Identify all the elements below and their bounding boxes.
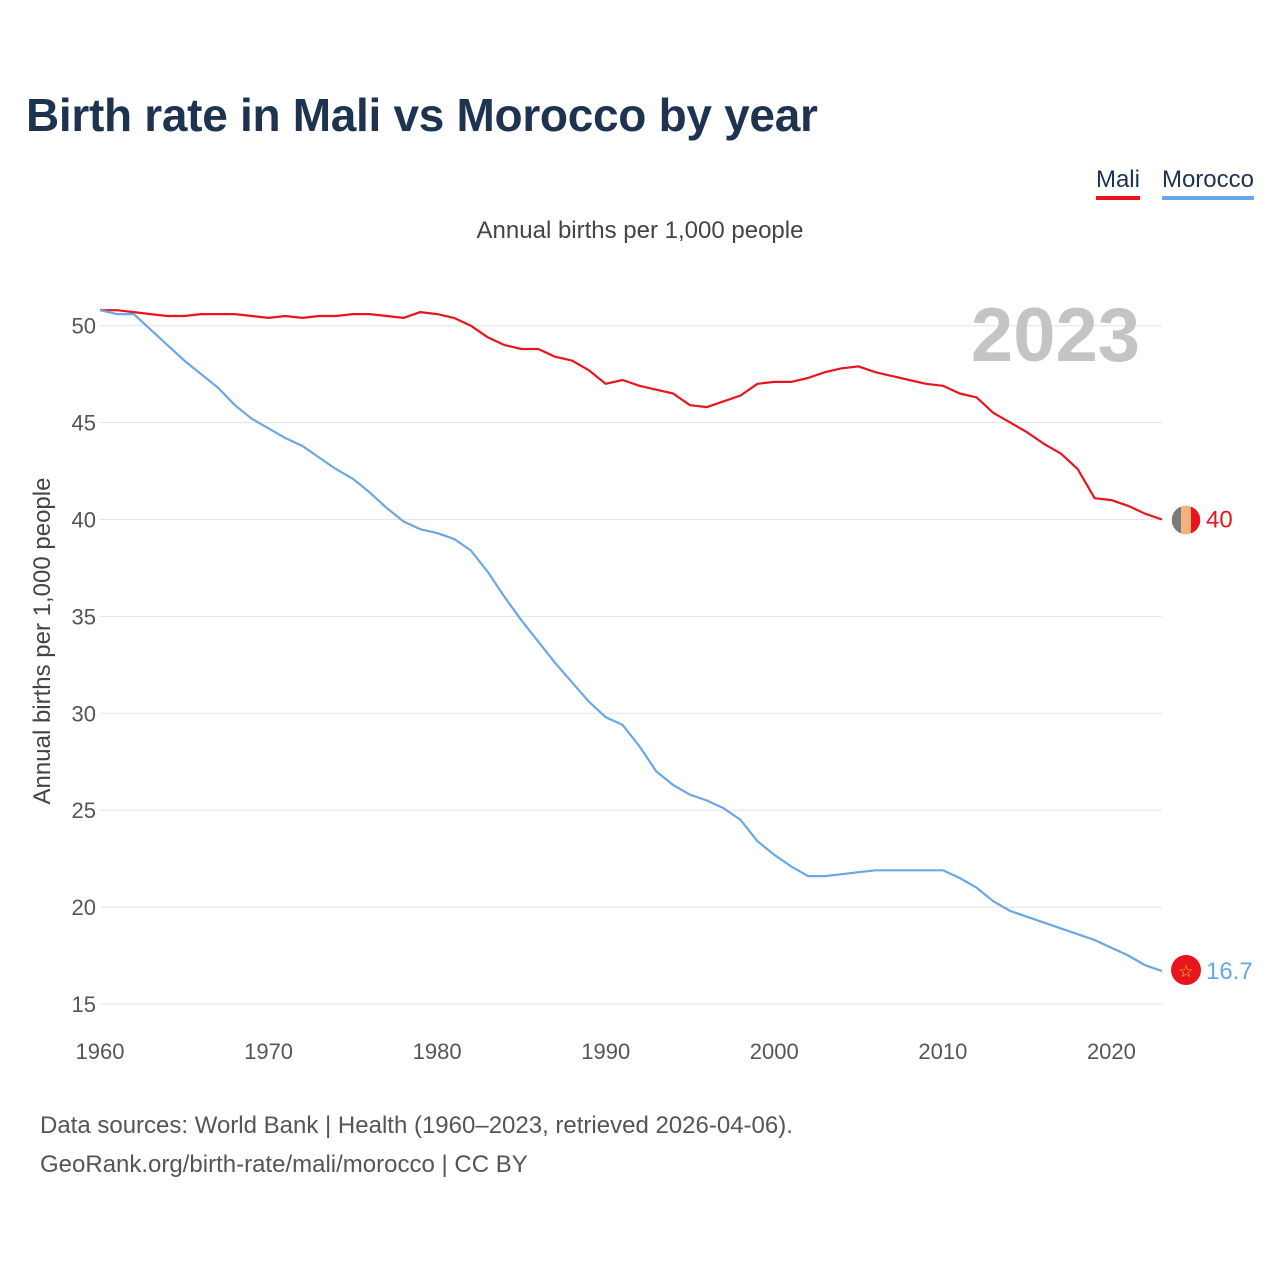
legend-item-mali[interactable]: Mali bbox=[1095, 166, 1140, 200]
chart-subtitle: Annual births per 1,000 people bbox=[476, 217, 804, 244]
y-tick-label: 40 bbox=[72, 508, 96, 533]
series-lines bbox=[99, 309, 1163, 973]
y-tick-label: 20 bbox=[72, 895, 96, 920]
y-tick-label: 30 bbox=[72, 701, 96, 726]
y-tick-label: 45 bbox=[72, 411, 96, 436]
y-tick-label: 15 bbox=[72, 992, 96, 1017]
x-tick-label: 1980 bbox=[413, 1039, 462, 1064]
end-value-label-mali: 40 bbox=[1206, 507, 1233, 534]
legend-item-morocco[interactable]: Morocco bbox=[1161, 166, 1254, 200]
x-axis-ticks: 1960 1970 1980 1990 2000 2010 2020 bbox=[76, 1039, 1136, 1064]
x-tick-label: 2010 bbox=[918, 1039, 967, 1064]
y-tick-label: 25 bbox=[72, 798, 96, 823]
svg-text:☆: ☆ bbox=[1178, 962, 1193, 982]
x-tick-label: 1990 bbox=[581, 1039, 630, 1064]
grid-lines bbox=[100, 325, 1162, 1005]
x-tick-label: 1970 bbox=[244, 1039, 293, 1064]
chart-legend: Mali Morocco bbox=[1095, 166, 1254, 200]
end-labels: 40 16.7 bbox=[1206, 507, 1253, 986]
end-value-label-morocco: 16.7 bbox=[1206, 958, 1253, 985]
page-title: Birth rate in Mali vs Morocco by year bbox=[26, 89, 818, 141]
x-tick-label: 2000 bbox=[750, 1039, 799, 1064]
year-label: 2023 bbox=[971, 293, 1140, 378]
series-line-mali bbox=[100, 309, 1163, 521]
end-markers: ☆ bbox=[1170, 504, 1202, 985]
x-tick-label: 1960 bbox=[76, 1039, 125, 1064]
series-line-morocco bbox=[99, 309, 1163, 973]
x-tick-label: 2020 bbox=[1087, 1039, 1136, 1064]
y-axis-ticks: 15 20 25 30 35 40 45 50 bbox=[72, 314, 96, 1017]
y-tick-label: 50 bbox=[72, 314, 96, 339]
mali-flag-icon bbox=[1170, 504, 1202, 536]
y-tick-label: 35 bbox=[72, 604, 96, 629]
morocco-flag-icon: ☆ bbox=[1171, 955, 1201, 985]
chart-footer: Data sources: World Bank | Health (1960–… bbox=[40, 1106, 793, 1184]
line-chart: 15 20 25 30 35 40 45 50 1960 1970 1980 1990 2000 201… bbox=[29, 293, 1253, 1064]
data-sources: Data sources: World Bank | Health (1960–… bbox=[40, 1112, 793, 1139]
y-axis-label: Annual births per 1,000 people bbox=[29, 478, 56, 805]
credit-link[interactable]: GeoRank.org/birth-rate/mali/morocco | CC… bbox=[40, 1151, 528, 1178]
